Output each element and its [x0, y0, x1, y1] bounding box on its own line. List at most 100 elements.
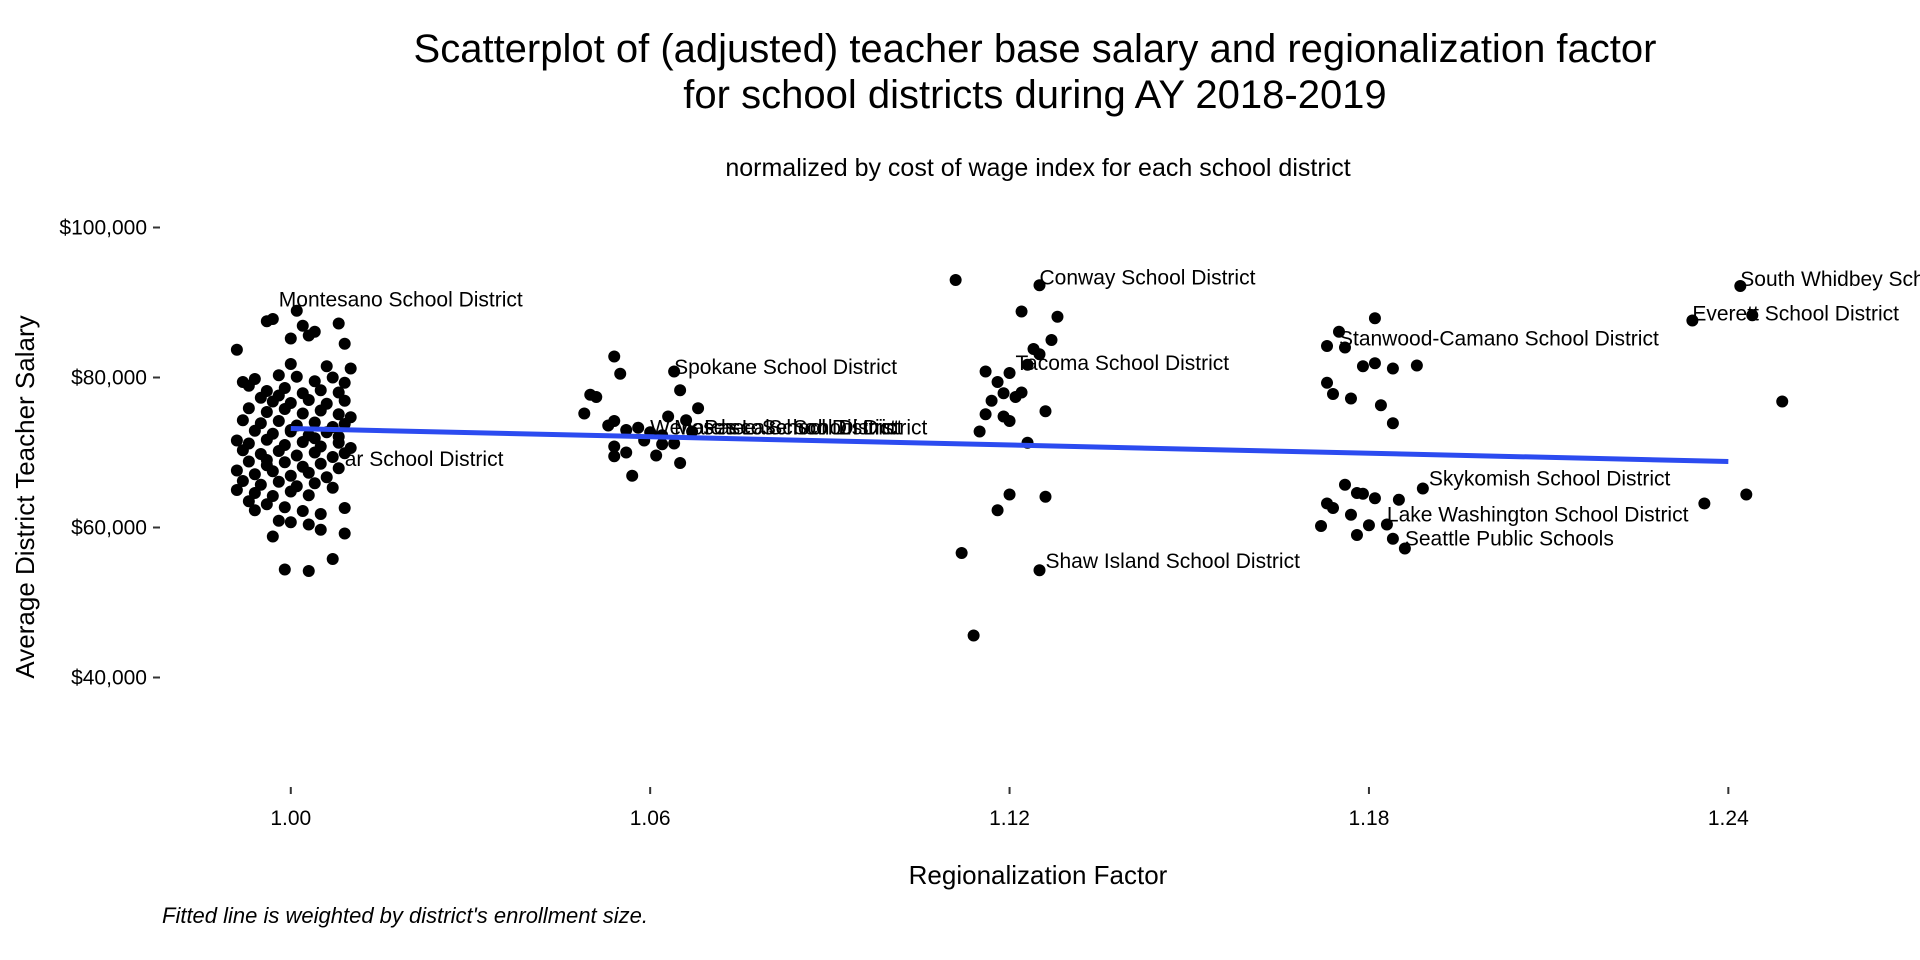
data-point: [608, 450, 621, 463]
data-point: [338, 527, 351, 540]
data-point: [248, 487, 261, 499]
data-point: [338, 418, 351, 430]
data-point: [338, 337, 351, 350]
data-point: [1039, 405, 1052, 418]
data-point: [314, 457, 327, 470]
data-point: [1380, 518, 1393, 531]
data-point: [278, 563, 291, 576]
data-point: [302, 466, 315, 479]
data-point: [680, 414, 693, 427]
data-point: [230, 464, 243, 477]
data-point: [1344, 508, 1357, 521]
x-tick-label: 1.24: [1708, 807, 1749, 830]
data-point: [248, 504, 261, 517]
data-point: [967, 629, 980, 642]
data-point: [242, 402, 255, 415]
data-point: [1315, 520, 1328, 532]
data-point: [578, 407, 591, 420]
data-point: [230, 484, 243, 496]
data-point: [674, 384, 687, 397]
chart-title-line-1: Scatterplot of (adjusted) teacher base s…: [414, 27, 1657, 71]
data-point: [1350, 529, 1363, 541]
data-point: [674, 457, 687, 469]
point-label: Tacoma School District: [1016, 352, 1230, 375]
data-point: [1338, 478, 1351, 491]
data-point: [1321, 340, 1334, 352]
data-point: [620, 446, 633, 459]
data-point: [338, 447, 351, 460]
data-point: [626, 469, 639, 482]
data-point: [1356, 487, 1369, 500]
data-point: [1338, 341, 1351, 354]
data-point: [686, 425, 699, 438]
data-point: [1746, 309, 1759, 322]
data-point: [242, 495, 255, 508]
data-point: [614, 367, 627, 380]
data-point: [314, 384, 327, 397]
data-point: [260, 454, 273, 466]
data-point: [1327, 502, 1340, 514]
data-point: [272, 415, 285, 427]
data-point: [1009, 391, 1022, 403]
data-point: [1368, 357, 1381, 370]
data-point: [1003, 488, 1016, 501]
x-axis-title: Regionalization Factor: [909, 860, 1168, 890]
point-label: South Whidbey School District: [1740, 268, 1920, 291]
data-point: [1321, 376, 1334, 389]
fit-line-layer: [290, 426, 1729, 464]
y-tick-label: $100,000: [59, 217, 147, 240]
point-label: Moses Lake School District: [674, 417, 927, 440]
chart-caption: Fitted line is weighted by district's en…: [162, 903, 648, 928]
data-point: [236, 414, 249, 427]
data-point: [242, 379, 255, 392]
data-point: [991, 376, 1004, 388]
data-point: [1362, 519, 1375, 532]
data-point: [332, 436, 345, 449]
data-point: [260, 433, 273, 446]
data-point: [290, 304, 303, 317]
x-tick-label: 1.00: [270, 807, 311, 830]
data-point: [1776, 395, 1789, 408]
data-point: [272, 445, 285, 457]
data-point: [1410, 359, 1423, 372]
point-label: Spokane School District: [674, 356, 897, 379]
data-point: [1332, 325, 1345, 338]
data-point: [296, 436, 309, 448]
data-point: [1392, 493, 1405, 506]
data-point: [608, 440, 621, 453]
data-point: [260, 315, 273, 328]
data-point: [973, 425, 986, 438]
data-point: [248, 468, 261, 481]
data-point: [602, 419, 615, 432]
data-point: [302, 518, 315, 531]
point-label: Wenatchee School District: [650, 417, 896, 440]
data-point: [296, 319, 309, 332]
data-point: [278, 403, 291, 415]
data-point: [326, 371, 339, 384]
data-point: [1386, 532, 1399, 545]
data-point: [662, 410, 675, 423]
data-point: [1368, 312, 1381, 325]
data-point: [1051, 310, 1064, 323]
data-point: [314, 404, 327, 417]
data-point: [1386, 417, 1399, 430]
data-point: [338, 394, 351, 407]
data-point: [326, 481, 339, 494]
data-point: [1033, 564, 1046, 577]
data-point: [1740, 488, 1753, 501]
data-point: [955, 547, 968, 559]
point-label: Montesano School District: [279, 288, 523, 311]
data-point: [1398, 542, 1411, 555]
data-point: [314, 508, 327, 520]
point-label: Conway School District: [1040, 267, 1256, 290]
chart-subtitle: normalized by cost of wage index for eac…: [725, 154, 1350, 182]
data-point: [692, 402, 705, 415]
data-point: [608, 350, 621, 363]
data-point: [332, 386, 345, 399]
y-tick-label: $40,000: [71, 667, 147, 690]
point-label: Pasco School District: [704, 417, 903, 440]
data-point: [1045, 334, 1058, 346]
data-point: [1374, 399, 1387, 412]
data-point: [260, 498, 273, 511]
data-point: [1734, 280, 1747, 292]
